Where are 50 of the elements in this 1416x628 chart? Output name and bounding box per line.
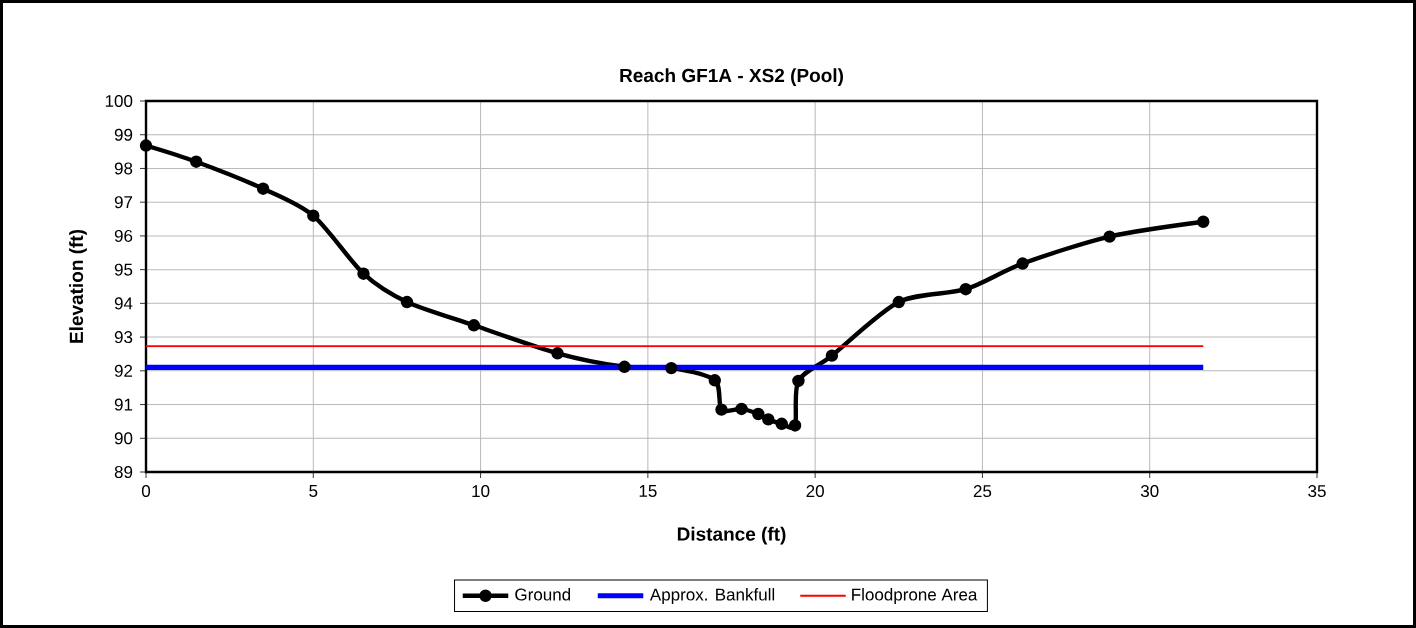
- y-tick-label: 89: [114, 466, 133, 479]
- y-axis-title: Elevation (ft): [69, 229, 87, 343]
- point: [190, 155, 203, 168]
- y-tick-label: 96: [114, 229, 133, 242]
- point: [665, 361, 678, 375]
- point: [551, 347, 564, 360]
- y-tick-label: 93: [114, 331, 133, 344]
- point: [1103, 230, 1116, 243]
- point: [307, 209, 320, 222]
- x-axis-title: Distance (ft): [677, 526, 786, 545]
- y-tick-label: 99: [114, 128, 133, 141]
- x-tick-label: 0: [141, 485, 151, 498]
- point: [618, 360, 631, 373]
- point: [825, 349, 839, 362]
- point: [959, 283, 972, 296]
- x-tick-label: 25: [973, 485, 992, 498]
- point: [735, 402, 748, 416]
- point: [715, 403, 728, 416]
- y-tick-label: 97: [114, 196, 133, 209]
- legend-label: Ground: [515, 588, 571, 601]
- x-tick-label: 5: [309, 485, 318, 497]
- point: [775, 417, 788, 430]
- point: [400, 295, 414, 309]
- x-tick-label: 20: [806, 485, 824, 498]
- point: [1016, 257, 1029, 270]
- y-tick-label: 95: [114, 263, 133, 276]
- point: [762, 413, 775, 426]
- x-tick-label: 10: [472, 485, 490, 498]
- point: [1197, 215, 1210, 228]
- point: [788, 419, 802, 432]
- point: [256, 182, 270, 195]
- y-tick-label: 90: [114, 432, 133, 445]
- x-tick-label: 15: [639, 485, 657, 497]
- point: [357, 267, 370, 280]
- point: [139, 139, 153, 152]
- x-tick-label: 30: [1140, 485, 1159, 498]
- point: [892, 295, 905, 309]
- y-tick-label: 92: [114, 364, 133, 377]
- y-tick-label: 91: [114, 398, 133, 411]
- point: [708, 374, 721, 387]
- y-tick-label: 94: [114, 297, 133, 310]
- legend-label: Approx. Bankfull: [649, 588, 775, 604]
- point: [792, 374, 805, 388]
- legend-label: Floodprone Area: [852, 588, 978, 604]
- point: [752, 407, 765, 421]
- chart-title: Reach GF1A - XS2 (Pool): [620, 68, 844, 86]
- y-tick-label: 98: [114, 162, 133, 175]
- x-tick-label: 35: [1308, 485, 1326, 498]
- point: [467, 319, 481, 332]
- y-tick-label: 100: [105, 95, 133, 108]
